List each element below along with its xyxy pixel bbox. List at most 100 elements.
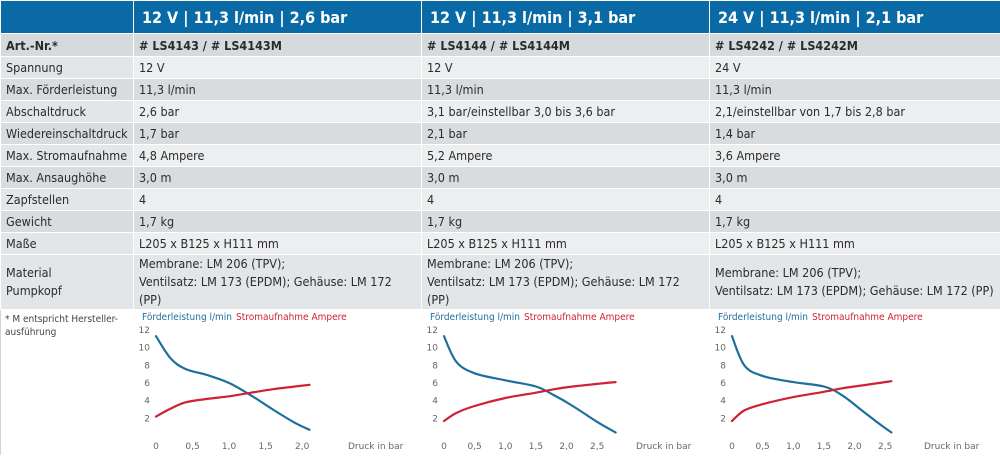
x-tick-label: 0,5 bbox=[185, 442, 199, 452]
spec-value: 1,7 kg bbox=[134, 211, 422, 233]
spec-label: Abschaltdruck bbox=[1, 101, 134, 123]
material-line2: Ventilsatz: LM 173 (EPDM); Gehäuse: LM 1… bbox=[427, 273, 704, 309]
y-tick-label: 6 bbox=[720, 379, 726, 389]
spec-value: 3,6 Ampere bbox=[710, 145, 1000, 167]
spec-value: 1,4 bar bbox=[710, 123, 1000, 145]
legend-current: Stromaufnahme Ampere bbox=[236, 312, 347, 323]
spec-value: 4 bbox=[134, 189, 422, 211]
spec-label: Maße bbox=[1, 233, 134, 255]
spec-value: 1,7 kg bbox=[710, 211, 1000, 233]
spec-label: Gewicht bbox=[1, 211, 134, 233]
material-label-line2: Pumpkopf bbox=[6, 282, 128, 300]
x-tick-label: 1,0 bbox=[222, 442, 237, 452]
x-tick-label: 2,5 bbox=[590, 442, 604, 452]
spec-row-stromaufnahme: Max. Stromaufnahme 4,8 Ampere 5,2 Ampere… bbox=[1, 145, 1000, 167]
material-line1: Membrane: LM 206 (TPV); bbox=[427, 255, 704, 273]
y-tick-label: 8 bbox=[144, 361, 150, 371]
spec-value: 2,6 bar bbox=[134, 101, 422, 123]
spec-value: 4 bbox=[422, 189, 710, 211]
x-tick-label: 1,5 bbox=[529, 442, 543, 452]
legend-current: Stromaufnahme Ampere bbox=[524, 312, 635, 323]
y-tick-label: 12 bbox=[715, 326, 726, 336]
spec-label: Zapfstellen bbox=[1, 189, 134, 211]
y-tick-label: 4 bbox=[432, 397, 438, 407]
spec-value: 12 V bbox=[422, 57, 710, 79]
chart-row: * M entspricht Hersteller-ausführung För… bbox=[1, 310, 1000, 456]
spec-value: 1,7 kg bbox=[422, 211, 710, 233]
x-tick-label: 1,0 bbox=[786, 442, 801, 452]
spec-value: L205 x B125 x H111 mm bbox=[710, 233, 1000, 255]
spec-row-ansaughoehe: Max. Ansaughöhe 3,0 m 3,0 m 3,0 m bbox=[1, 167, 1000, 189]
x-tick-label: 1,5 bbox=[258, 442, 272, 452]
material-value-3: Membrane: LM 206 (TPV); Ventilsatz: LM 1… bbox=[710, 255, 1000, 310]
y-tick-label: 6 bbox=[432, 379, 438, 389]
header-row: 12 V | 11,3 l/min | 2,6 bar 12 V | 11,3 … bbox=[1, 1, 1000, 34]
header-model-1: 12 V | 11,3 l/min | 2,6 bar bbox=[134, 1, 422, 34]
spec-value: 24 V bbox=[710, 57, 1000, 79]
article-number-label: Art.-Nr.* bbox=[1, 34, 134, 57]
spec-value: 4,8 Ampere bbox=[134, 145, 422, 167]
x-tick-label: 2,0 bbox=[559, 442, 574, 452]
spec-row-material: Material Pumpkopf Membrane: LM 206 (TPV)… bbox=[1, 255, 1000, 310]
y-tick-label: 4 bbox=[720, 397, 726, 407]
spec-label: Max. Ansaughöhe bbox=[1, 167, 134, 189]
current-series-line bbox=[156, 385, 310, 417]
header-model-3: 24 V | 11,3 l/min | 2,1 bar bbox=[710, 1, 1000, 34]
x-tick-label: 0 bbox=[729, 442, 735, 452]
y-tick-label: 10 bbox=[139, 344, 151, 354]
header-blank-cell bbox=[1, 1, 134, 34]
flow-series-line bbox=[156, 336, 310, 430]
y-tick-label: 4 bbox=[144, 397, 150, 407]
spec-value: 3,0 m bbox=[422, 167, 710, 189]
y-tick-label: 2 bbox=[432, 414, 438, 424]
spec-value: 2,1/einstellbar von 1,7 bis 2,8 bar bbox=[710, 101, 1000, 123]
chart-cell-2: Förderleistung l/min Stromaufnahme Ampere… bbox=[422, 310, 710, 456]
y-tick-label: 10 bbox=[427, 344, 439, 354]
x-axis-label: Druck in bar bbox=[924, 442, 980, 452]
x-tick-label: 2,0 bbox=[847, 442, 862, 452]
x-tick-label: 0,5 bbox=[755, 442, 769, 452]
spec-value: 11,3 l/min bbox=[710, 79, 1000, 101]
spec-row-gewicht: Gewicht 1,7 kg 1,7 kg 1,7 kg bbox=[1, 211, 1000, 233]
legend-flow: Förderleistung l/min bbox=[142, 312, 232, 323]
spec-row-spannung: Spannung 12 V 12 V 24 V bbox=[1, 57, 1000, 79]
x-tick-label: 1,5 bbox=[817, 442, 831, 452]
material-line2: Ventilsatz: LM 173 (EPDM); Gehäuse: LM 1… bbox=[715, 282, 995, 300]
current-series-line bbox=[444, 382, 616, 421]
material-line1: Membrane: LM 206 (TPV); bbox=[715, 264, 995, 282]
spec-value: 3,1 bar/einstellbar 3,0 bis 3,6 bar bbox=[422, 101, 710, 123]
chart-legend: Förderleistung l/min Stromaufnahme Ampere bbox=[430, 312, 635, 323]
spec-value: 4 bbox=[710, 189, 1000, 211]
spec-label: Max. Förderleistung bbox=[1, 79, 134, 101]
y-tick-label: 2 bbox=[144, 414, 150, 424]
y-tick-label: 6 bbox=[144, 379, 150, 389]
article-number-row: Art.-Nr.* # LS4143 / # LS4143M # LS4144 … bbox=[1, 34, 1000, 57]
legend-flow: Förderleistung l/min bbox=[430, 312, 520, 323]
spec-value: 11,3 l/min bbox=[422, 79, 710, 101]
spec-row-foerderleistung: Max. Förderleistung 11,3 l/min 11,3 l/mi… bbox=[1, 79, 1000, 101]
spec-value: 5,2 Ampere bbox=[422, 145, 710, 167]
footnote-cell: * M entspricht Hersteller-ausführung bbox=[1, 310, 134, 456]
spec-value: L205 x B125 x H111 mm bbox=[422, 233, 710, 255]
y-tick-label: 12 bbox=[139, 326, 150, 336]
spec-label: Max. Stromaufnahme bbox=[1, 145, 134, 167]
footnote: * M entspricht Hersteller-ausführung bbox=[1, 310, 133, 342]
legend-flow: Förderleistung l/min bbox=[718, 312, 808, 323]
y-tick-label: 8 bbox=[432, 361, 438, 371]
spec-value: 3,0 m bbox=[710, 167, 1000, 189]
y-tick-label: 12 bbox=[427, 326, 438, 336]
x-tick-label: 2,5 bbox=[878, 442, 892, 452]
y-tick-label: 8 bbox=[720, 361, 726, 371]
chart-cell-1: Förderleistung l/min Stromaufnahme Ampere… bbox=[134, 310, 422, 456]
spec-label: Spannung bbox=[1, 57, 134, 79]
x-tick-label: 1,0 bbox=[498, 442, 513, 452]
x-tick-label: 0 bbox=[153, 442, 159, 452]
material-line2: Ventilsatz: LM 173 (EPDM); Gehäuse: LM 1… bbox=[139, 273, 416, 309]
material-value-1: Membrane: LM 206 (TPV); Ventilsatz: LM 1… bbox=[134, 255, 422, 310]
chart-legend: Förderleistung l/min Stromaufnahme Ampere bbox=[142, 312, 347, 323]
